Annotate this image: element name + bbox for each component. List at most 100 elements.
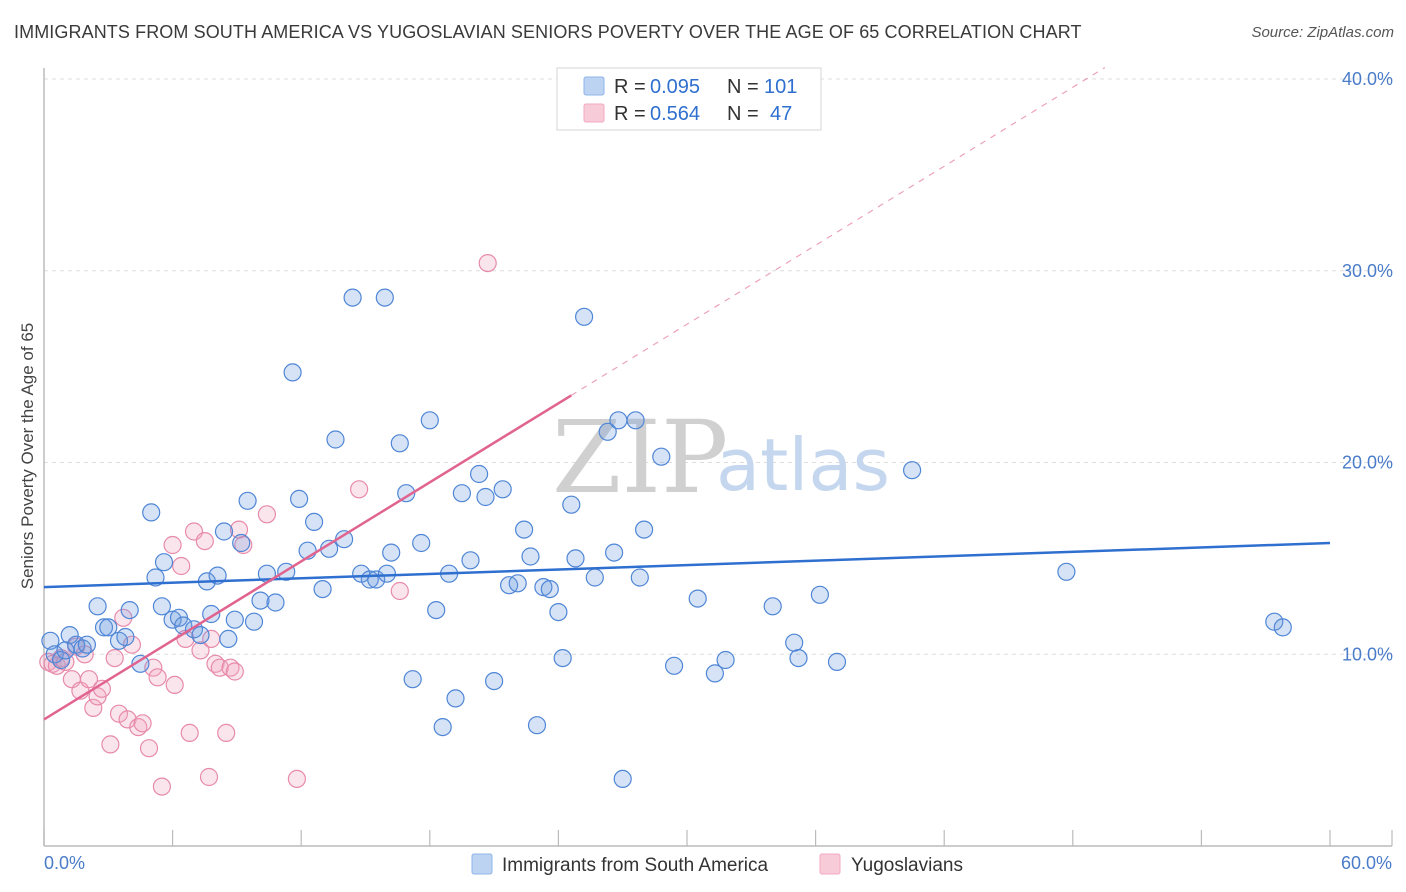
south-america-point[interactable] [375, 288, 394, 307]
south-america-point[interactable] [88, 597, 107, 616]
yugoslavian-point[interactable] [172, 556, 191, 576]
south-america-point[interactable] [549, 602, 568, 622]
south-america-point[interactable] [521, 547, 540, 566]
south-america-point[interactable] [305, 512, 324, 532]
south-america-point[interactable] [763, 597, 782, 616]
south-america-point[interactable] [191, 625, 210, 645]
south-america-point[interactable] [120, 600, 139, 620]
south-america-point[interactable] [626, 411, 645, 430]
south-america-point[interactable] [613, 769, 632, 789]
south-america-point[interactable] [634, 520, 654, 539]
south-america-point[interactable] [785, 633, 804, 652]
south-america-point[interactable] [534, 577, 553, 597]
yugoslavian-point[interactable] [257, 505, 276, 524]
yugoslavian-point[interactable] [79, 670, 99, 689]
south-america-point[interactable] [382, 543, 401, 562]
south-america-point[interactable] [476, 487, 495, 507]
yugoslavian-point[interactable] [84, 698, 103, 718]
south-america-point[interactable] [664, 656, 684, 675]
south-america-point[interactable] [313, 579, 332, 599]
yugoslavian-point[interactable] [199, 767, 219, 787]
south-america-point[interactable] [412, 533, 431, 553]
south-america-point[interactable] [716, 650, 735, 670]
south-america-point[interactable] [452, 484, 471, 503]
yugoslavian-point[interactable] [101, 735, 120, 754]
south-america-point[interactable] [1057, 562, 1076, 581]
south-america-point[interactable] [562, 495, 581, 514]
south-america-point[interactable] [51, 650, 71, 670]
south-america-point[interactable] [146, 568, 165, 587]
south-america-point[interactable] [508, 574, 527, 593]
south-america-point[interactable] [99, 618, 118, 637]
south-america-point[interactable] [131, 654, 150, 673]
south-america-point[interactable] [553, 648, 572, 668]
source-label[interactable]: Source: ZipAtlas.com [1251, 24, 1394, 41]
south-america-point[interactable] [902, 461, 922, 480]
south-america-point[interactable] [827, 652, 847, 672]
south-america-point[interactable] [397, 484, 416, 503]
yugoslavian-point[interactable] [165, 675, 184, 695]
series-legend-swatch-blue[interactable] [471, 853, 493, 875]
south-america-point[interactable] [485, 671, 504, 691]
south-america-point[interactable] [94, 618, 114, 637]
south-america-point[interactable] [326, 430, 345, 449]
south-america-point[interactable] [238, 491, 257, 510]
yugoslavian-point[interactable] [390, 581, 409, 601]
yugoslavian-point[interactable] [217, 723, 236, 743]
south-america-point[interactable] [225, 610, 244, 629]
south-america-point[interactable] [219, 629, 238, 649]
series-legend-label-pink[interactable]: Yugoslavians [851, 855, 963, 876]
south-america-point[interactable] [232, 533, 251, 553]
south-america-point[interactable] [598, 422, 617, 441]
south-america-point[interactable] [152, 597, 171, 616]
south-america-point[interactable] [574, 307, 594, 326]
south-america-point[interactable] [377, 564, 396, 583]
south-america-point[interactable] [514, 520, 534, 539]
south-america-point[interactable] [540, 579, 559, 599]
yugoslavian-point[interactable] [105, 648, 124, 668]
yugoslavian-point[interactable] [148, 668, 167, 687]
south-america-point[interactable] [244, 612, 264, 631]
south-america-point[interactable] [163, 610, 182, 629]
yugoslavian-point[interactable] [133, 714, 152, 733]
yugoslavian-point[interactable] [152, 777, 171, 796]
south-america-point[interactable] [585, 568, 604, 587]
south-america-point[interactable] [343, 288, 362, 307]
south-america-point[interactable] [446, 689, 465, 708]
south-america-point[interactable] [1273, 618, 1292, 637]
south-america-point[interactable] [283, 363, 302, 382]
south-america-point[interactable] [154, 553, 174, 572]
south-america-point[interactable] [630, 568, 649, 587]
yugoslavian-point[interactable] [478, 254, 497, 273]
yugoslavian-point[interactable] [191, 641, 210, 660]
south-america-point[interactable] [41, 631, 60, 650]
south-america-point[interactable] [470, 464, 489, 484]
south-america-point[interactable] [290, 489, 309, 508]
south-america-point[interactable] [427, 600, 446, 620]
south-america-point[interactable] [433, 717, 452, 737]
south-america-point[interactable] [493, 480, 512, 499]
yugoslavian-point[interactable] [195, 531, 214, 551]
yugoslavian-point[interactable] [350, 480, 369, 499]
south-america-point[interactable] [116, 627, 135, 647]
south-america-point[interactable] [810, 585, 830, 604]
south-america-point[interactable] [604, 543, 624, 562]
south-america-point[interactable] [527, 716, 547, 735]
yugoslavian-point[interactable] [180, 723, 199, 743]
south-america-point[interactable] [142, 503, 161, 522]
south-america-point[interactable] [652, 447, 671, 466]
yugoslavian-point[interactable] [139, 739, 159, 758]
south-america-point[interactable] [403, 670, 422, 689]
south-america-point[interactable] [789, 648, 808, 668]
yugoslavian-point[interactable] [210, 658, 229, 677]
yugoslavian-point[interactable] [225, 662, 244, 681]
south-america-point[interactable] [705, 664, 725, 683]
south-america-point[interactable] [420, 411, 439, 430]
south-america-point[interactable] [609, 411, 628, 430]
yugoslavian-point[interactable] [287, 769, 306, 789]
yugoslavian-point[interactable] [163, 535, 182, 555]
south-america-point[interactable] [566, 549, 585, 568]
south-america-point[interactable] [688, 589, 707, 608]
series-legend-swatch-pink[interactable] [819, 853, 841, 875]
south-america-point[interactable] [390, 434, 409, 453]
